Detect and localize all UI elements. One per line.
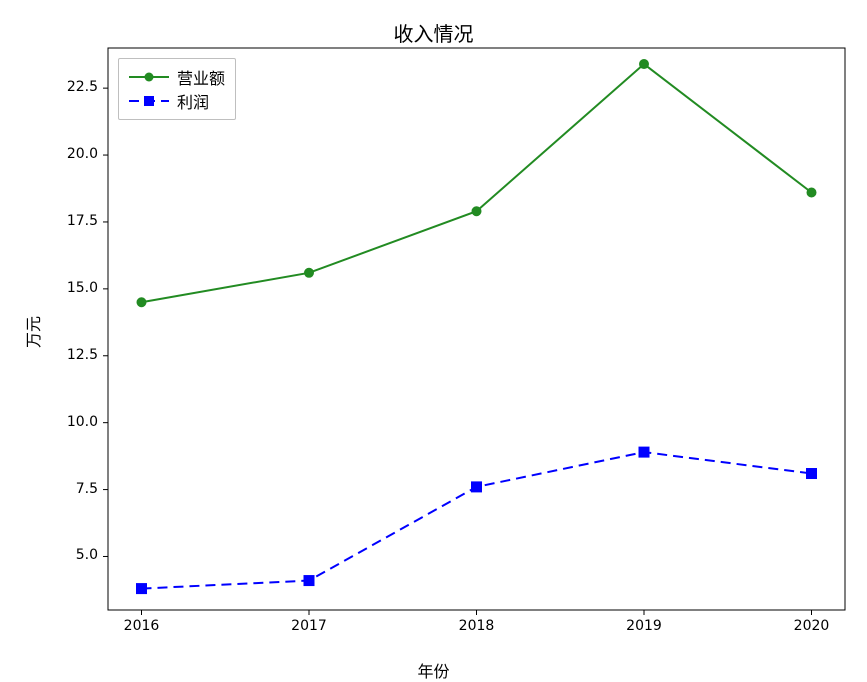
y-tick-label: 17.5 — [67, 213, 98, 229]
series-marker — [639, 447, 649, 457]
legend-swatch — [129, 93, 169, 109]
y-tick-label: 10.0 — [67, 414, 98, 430]
series-line-1 — [142, 452, 812, 588]
legend-label: 利润 — [177, 89, 209, 113]
y-tick-label: 15.0 — [67, 280, 98, 296]
series-marker — [137, 298, 146, 307]
series-marker — [305, 268, 314, 277]
series-marker — [807, 188, 816, 197]
series-marker — [807, 469, 817, 479]
x-tick-label: 2019 — [624, 618, 664, 634]
x-tick-label: 2020 — [792, 618, 832, 634]
legend-label: 营业额 — [177, 65, 225, 89]
x-tick-label: 2017 — [289, 618, 329, 634]
series-marker — [472, 207, 481, 216]
series-marker — [304, 576, 314, 586]
legend-swatch — [129, 69, 169, 85]
x-tick-label: 2016 — [122, 618, 162, 634]
legend-row: 利润 — [129, 89, 225, 113]
legend-row: 营业额 — [129, 65, 225, 89]
series-marker — [472, 482, 482, 492]
series-line-0 — [142, 64, 812, 302]
y-tick-label: 12.5 — [67, 347, 98, 363]
revenue-chart: 收入情况 万元 年份 201620172018201920205.07.510.… — [0, 0, 867, 671]
y-tick-label: 5.0 — [76, 547, 98, 563]
y-tick-label: 20.0 — [67, 146, 98, 162]
series-marker — [640, 60, 649, 69]
legend: 营业额利润 — [118, 58, 236, 120]
y-tick-label: 22.5 — [67, 79, 98, 95]
y-tick-label: 7.5 — [76, 481, 98, 497]
series-marker — [137, 584, 147, 594]
x-tick-label: 2018 — [457, 618, 497, 634]
